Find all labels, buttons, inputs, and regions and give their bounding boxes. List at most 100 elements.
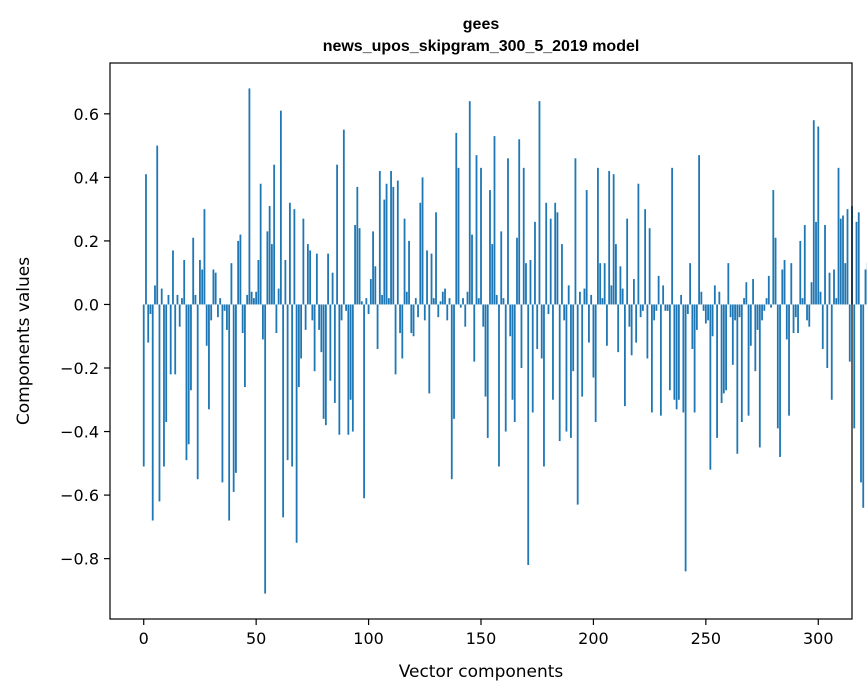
bar-198 [588, 304, 590, 343]
bar-271 [752, 279, 754, 305]
bar-287 [788, 304, 790, 416]
bar-282 [776, 304, 779, 429]
bar-291 [797, 304, 799, 334]
bar-175 [536, 304, 539, 349]
bar-232 [664, 304, 667, 311]
bar-77 [315, 253, 318, 305]
bar-319 [860, 304, 862, 483]
bar-318 [857, 212, 860, 305]
bar-10 [165, 304, 168, 423]
bar-19 [185, 304, 188, 461]
bar-12 [169, 304, 172, 375]
bar-152 [484, 304, 487, 397]
bar-118 [408, 240, 410, 305]
bar-223 [644, 209, 647, 305]
bar-98 [363, 304, 365, 499]
bar-74 [309, 250, 312, 305]
bar-201 [594, 304, 597, 423]
bar-298 [812, 120, 815, 305]
bar-1 [145, 174, 147, 305]
bar-227 [653, 304, 656, 321]
bar-220 [637, 183, 640, 305]
chart-subtitle: news_upos_skipgram_300_5_2019 model [323, 38, 640, 55]
bar-23 [194, 294, 197, 305]
bar-96 [358, 228, 361, 305]
bar-138 [453, 304, 455, 419]
x-tick-label: 250 [691, 629, 722, 648]
bar-278 [767, 275, 770, 305]
bar-112 [394, 304, 397, 375]
bar-280 [772, 190, 775, 305]
bar-29 [208, 304, 210, 410]
y-tick-label: −0.4 [60, 423, 99, 442]
bar-176 [538, 101, 541, 305]
bar-240 [682, 304, 685, 413]
bar-216 [628, 304, 631, 327]
chart-title: gees [463, 16, 500, 33]
bar-64 [286, 304, 289, 461]
bar-143 [464, 304, 467, 327]
bar-178 [543, 304, 545, 467]
bar-67 [293, 209, 296, 305]
bar-233 [666, 304, 669, 311]
bar-139 [455, 132, 458, 305]
bar-82 [327, 253, 329, 305]
bar-28 [205, 304, 208, 346]
bar-194 [579, 291, 581, 305]
bar-277 [765, 298, 768, 305]
bar-225 [648, 228, 651, 305]
bar-22 [192, 237, 195, 305]
bar-293 [801, 298, 804, 305]
bar-49 [253, 298, 255, 305]
bar-94 [354, 225, 356, 305]
bar-103 [374, 266, 377, 305]
y-tick-label: 0.0 [74, 295, 99, 314]
bar-15 [176, 294, 179, 305]
bar-5 [154, 285, 156, 305]
bar-191 [572, 304, 575, 372]
bar-166 [516, 237, 518, 305]
bar-165 [513, 304, 516, 423]
bar-236 [673, 304, 676, 400]
bar-321 [864, 269, 867, 305]
bar-9 [163, 304, 165, 467]
bar-159 [500, 231, 503, 305]
bar-146 [471, 234, 473, 305]
bar-226 [650, 304, 653, 413]
bar-142 [462, 298, 464, 305]
bar-126 [426, 250, 428, 305]
bar-253 [711, 304, 714, 337]
bar-204 [601, 298, 604, 305]
bar-76 [313, 304, 316, 372]
bar-208 [610, 285, 613, 305]
bar-256 [718, 291, 721, 305]
bar-97 [360, 301, 363, 305]
bar-263 [734, 304, 736, 321]
bar-101 [369, 279, 372, 305]
bar-17 [181, 298, 183, 305]
bar-169 [522, 167, 525, 305]
bar-272 [754, 304, 757, 372]
bar-33 [217, 304, 219, 318]
bar-71 [302, 218, 305, 305]
bar-215 [626, 218, 629, 305]
bar-30 [210, 304, 213, 321]
bar-294 [803, 225, 806, 305]
bar-140 [457, 167, 460, 305]
bar-218 [633, 279, 635, 305]
bar-295 [806, 304, 808, 321]
bar-283 [779, 304, 781, 457]
bar-13 [172, 250, 174, 305]
bar-266 [740, 304, 743, 423]
bar-179 [545, 202, 548, 305]
y-tick-label: −0.8 [60, 550, 99, 569]
bar-66 [291, 304, 294, 467]
bar-102 [372, 231, 374, 305]
bar-61 [279, 110, 282, 305]
bar-234 [668, 304, 671, 391]
x-tick-label: 0 [139, 629, 149, 648]
bar-303 [824, 225, 826, 305]
bar-56 [268, 205, 271, 305]
bar-252 [709, 304, 712, 470]
bar-151 [482, 304, 485, 327]
